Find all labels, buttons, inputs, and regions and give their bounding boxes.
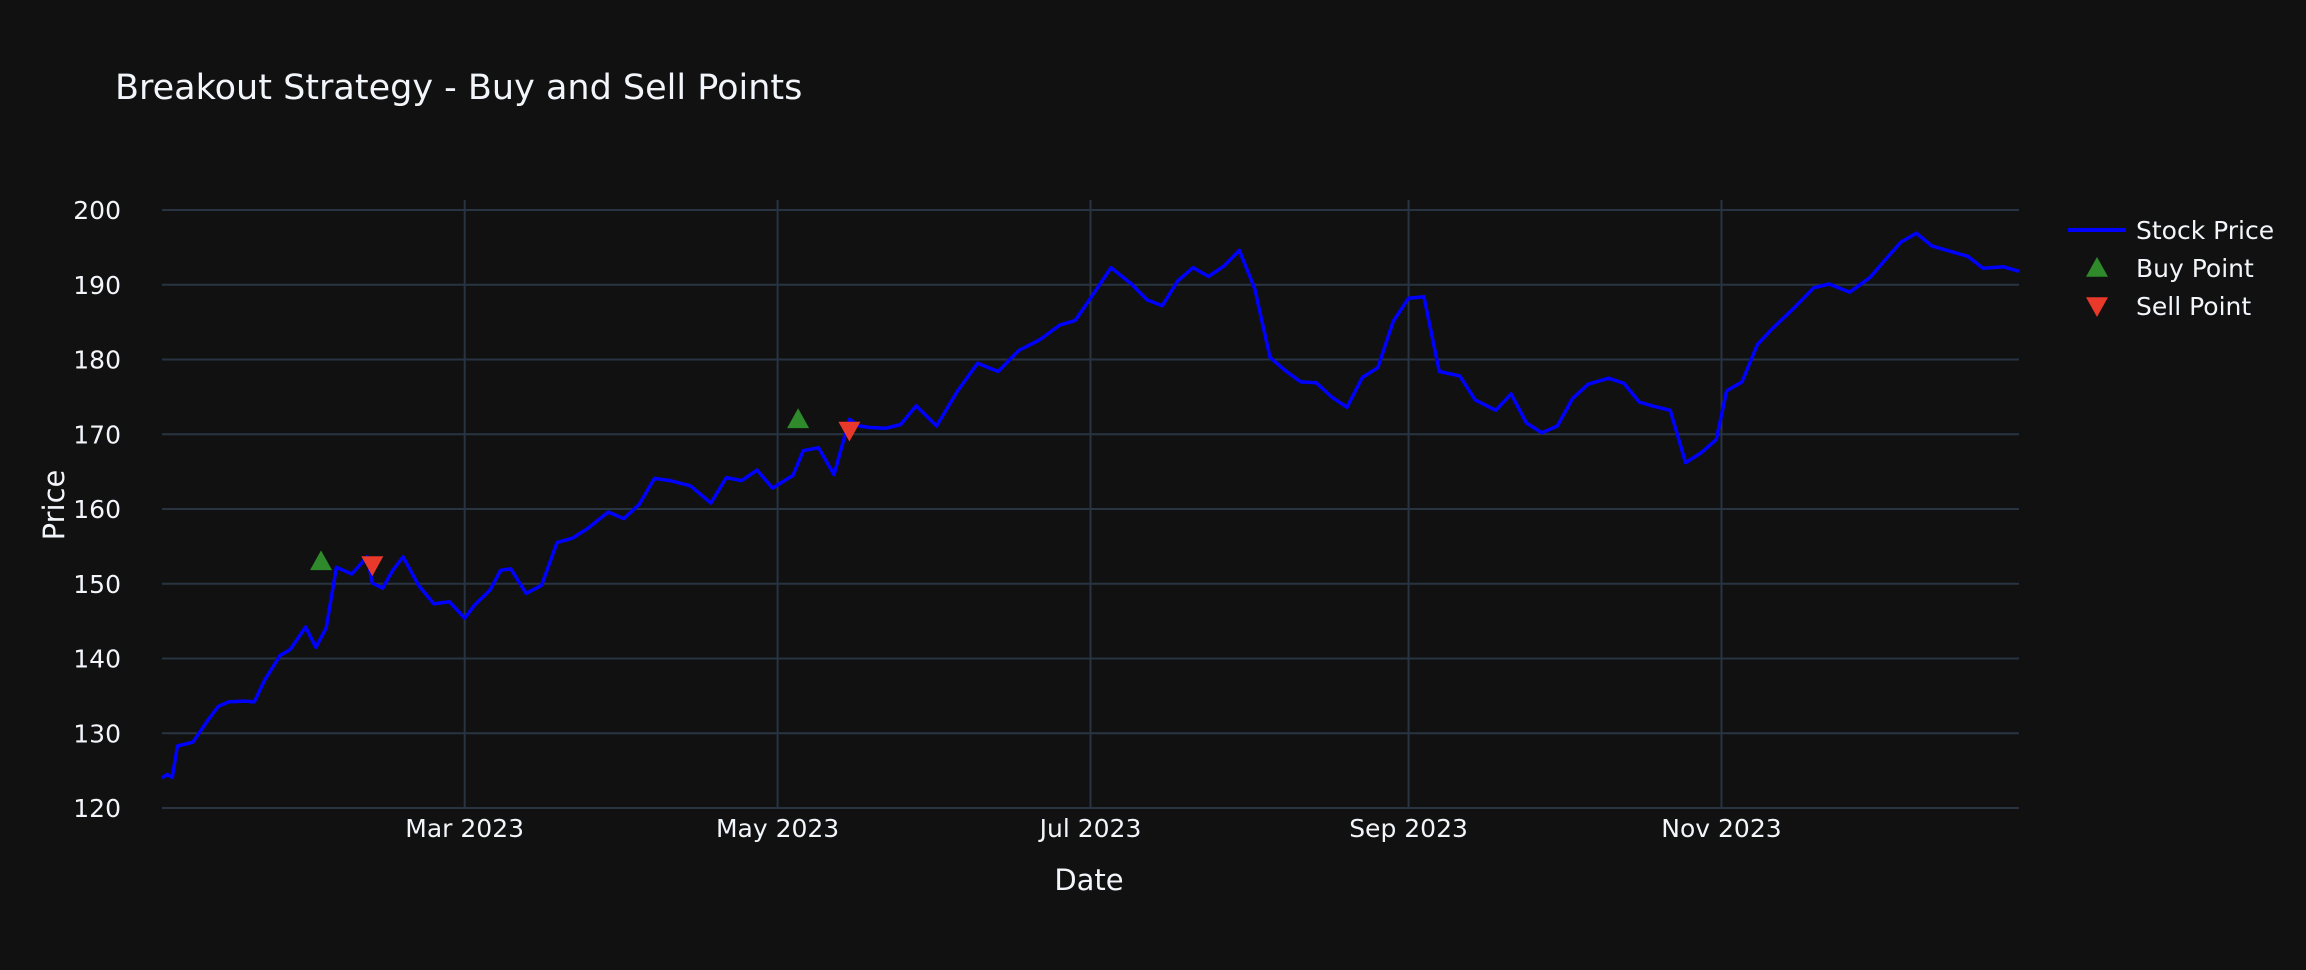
y-tick-label: 140 xyxy=(73,645,121,674)
x-tick-label: Jul 2023 xyxy=(1038,814,1142,843)
legend-down-triangle-icon xyxy=(2086,297,2108,317)
legend-item[interactable]: Stock Price xyxy=(2068,216,2274,245)
legend[interactable]: Stock Price Buy Point Sell Point xyxy=(2068,216,2274,321)
y-tick-label: 120 xyxy=(73,794,121,823)
sell-point-marker[interactable] xyxy=(838,421,861,442)
plot-area xyxy=(160,231,2020,780)
stock-price-line xyxy=(160,231,2020,780)
y-tick-label: 130 xyxy=(73,719,121,748)
y-tick-label: 200 xyxy=(73,196,121,225)
x-tick-label: Mar 2023 xyxy=(405,814,524,843)
x-tick-label: May 2023 xyxy=(716,814,839,843)
legend-label: Stock Price xyxy=(2136,216,2274,245)
legend-label: Sell Point xyxy=(2136,292,2251,321)
chart-title: Breakout Strategy - Buy and Sell Points xyxy=(115,68,802,108)
x-axis-title: Date xyxy=(1054,863,1123,897)
legend-item[interactable]: Sell Point xyxy=(2086,292,2251,321)
y-tick-label: 160 xyxy=(73,495,121,524)
legend-up-triangle-icon xyxy=(2086,257,2108,277)
y-tick-label: 180 xyxy=(73,346,121,375)
legend-label: Buy Point xyxy=(2136,254,2254,283)
y-tick-label: 190 xyxy=(73,271,121,300)
sell-point-marker[interactable] xyxy=(361,556,384,577)
x-gridlines xyxy=(463,200,1723,808)
x-tick-label: Sep 2023 xyxy=(1349,814,1468,843)
x-tick-labels: Mar 2023 May 2023 Jul 2023 Sep 2023 Nov 2023 xyxy=(405,814,1781,843)
legend-item[interactable]: Buy Point xyxy=(2086,254,2254,283)
y-tick-label: 170 xyxy=(73,420,121,449)
y-tick-label: 150 xyxy=(73,570,121,599)
y-tick-labels: 120 130 140 150 160 170 180 190 200 xyxy=(73,196,121,823)
x-tick-label: Nov 2023 xyxy=(1661,814,1781,843)
buy-point-marker[interactable] xyxy=(310,550,333,571)
buy-point-marker[interactable] xyxy=(787,408,810,429)
y-axis-title: Price xyxy=(37,470,71,541)
